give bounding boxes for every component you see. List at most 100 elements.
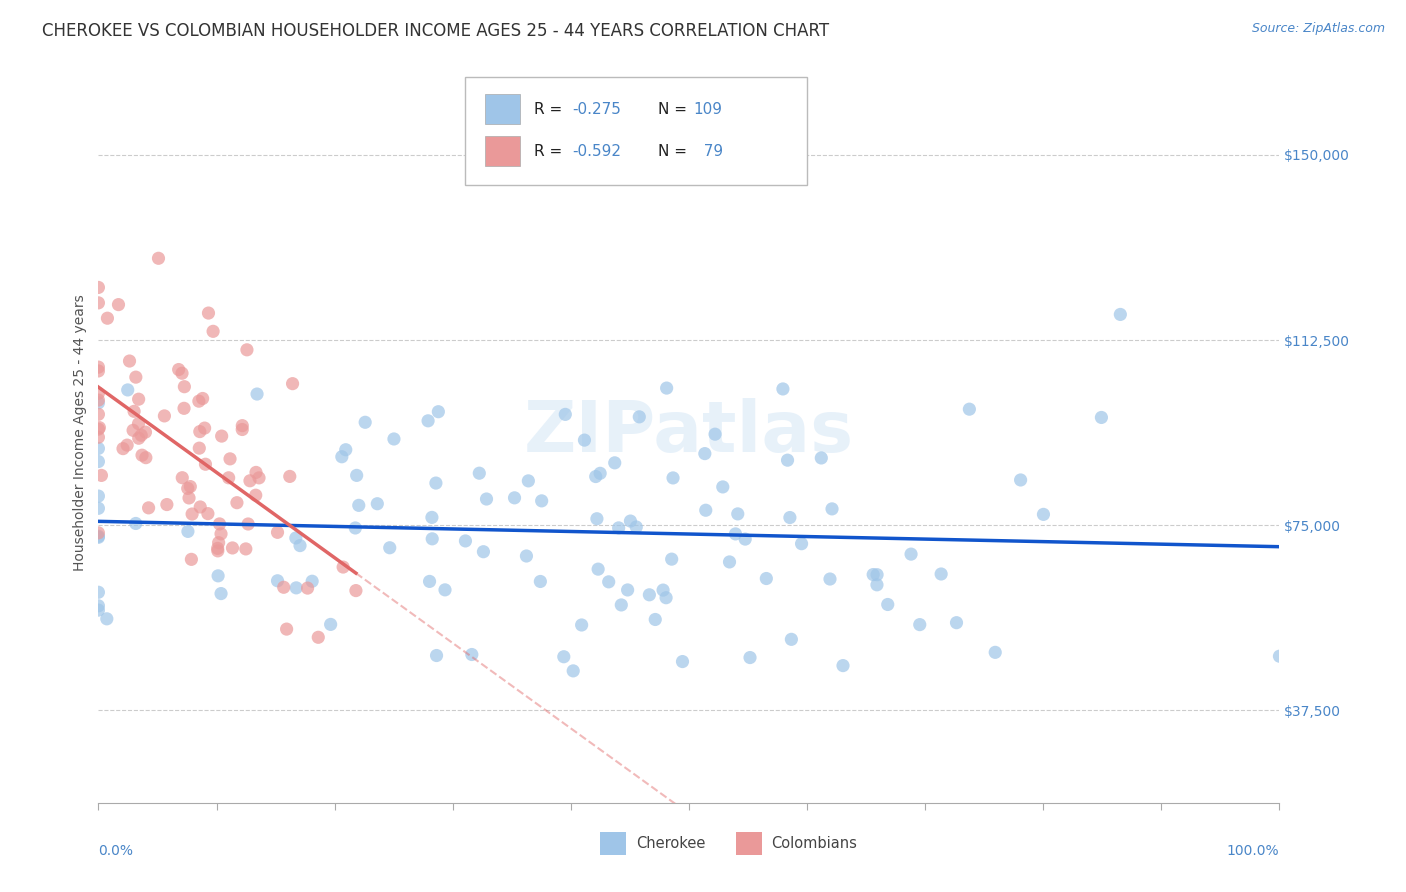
Point [468, 466, 491, 480]
Point [598, 574, 620, 589]
Point [908, 617, 931, 632]
Point [517, 474, 540, 488]
Point [207, 541, 229, 556]
FancyBboxPatch shape [485, 95, 520, 124]
Point [153, 409, 176, 423]
Point [307, 630, 329, 644]
Point [231, 418, 253, 433]
Point [236, 516, 259, 531]
Point [167, 362, 190, 376]
Point [284, 531, 307, 545]
Point [197, 507, 219, 521]
Point [420, 510, 443, 524]
Point [134, 425, 156, 439]
Y-axis label: Householder Income Ages 25 - 44 years: Householder Income Ages 25 - 44 years [73, 294, 87, 571]
Point [586, 562, 609, 576]
Point [87, 454, 110, 468]
Point [900, 547, 922, 561]
Point [128, 431, 150, 445]
Text: 0.0%: 0.0% [98, 844, 134, 857]
Point [945, 615, 967, 630]
Point [236, 343, 259, 357]
Point [89, 420, 111, 434]
Point [115, 438, 138, 452]
Point [366, 497, 388, 511]
Point [929, 566, 952, 581]
Point [780, 632, 803, 647]
FancyBboxPatch shape [737, 832, 762, 855]
Point [87, 393, 110, 408]
Point [585, 469, 607, 483]
Point [378, 541, 401, 555]
Point [876, 598, 898, 612]
Point [87, 407, 110, 421]
Point [420, 532, 443, 546]
Text: Cherokee: Cherokee [636, 836, 706, 851]
Point [671, 655, 693, 669]
Point [207, 569, 229, 583]
Point [87, 442, 110, 456]
Point [574, 433, 596, 447]
Point [87, 422, 110, 436]
Point [96, 612, 118, 626]
Point [87, 530, 110, 544]
Point [117, 383, 139, 397]
Text: 109: 109 [693, 102, 723, 117]
Point [755, 572, 778, 586]
Point [180, 552, 202, 566]
Text: R =: R = [534, 102, 568, 117]
Point [984, 645, 1007, 659]
Point [278, 469, 301, 483]
Point [515, 549, 537, 563]
Point [416, 414, 439, 428]
Point [87, 360, 110, 375]
Point [188, 441, 211, 455]
FancyBboxPatch shape [600, 832, 626, 855]
Point [235, 541, 257, 556]
Point [530, 494, 553, 508]
Point [335, 442, 357, 457]
Point [194, 421, 217, 435]
Point [148, 252, 170, 266]
Point [273, 580, 295, 594]
Text: ZIPatlas: ZIPatlas [524, 398, 853, 467]
Point [194, 457, 217, 471]
Point [87, 585, 110, 599]
Point [87, 364, 110, 378]
Point [776, 453, 799, 467]
Point [344, 583, 367, 598]
Point [607, 521, 630, 535]
Point [172, 471, 194, 485]
Text: CHEROKEE VS COLOMBIAN HOUSEHOLDER INCOME AGES 25 - 44 YEARS CORRELATION CHART: CHEROKEE VS COLOMBIAN HOUSEHOLDER INCOME… [42, 22, 830, 40]
Point [354, 415, 377, 429]
Point [301, 574, 323, 589]
Point [652, 583, 675, 598]
Point [87, 599, 110, 613]
Point [135, 450, 157, 465]
Point [122, 404, 145, 418]
Point [128, 417, 150, 431]
Point [866, 578, 889, 592]
Point [571, 618, 593, 632]
Point [661, 552, 683, 566]
Point [589, 467, 612, 481]
Point [810, 450, 832, 465]
Point [553, 649, 575, 664]
Point [454, 533, 477, 548]
Point [472, 545, 495, 559]
Point [1010, 473, 1032, 487]
Point [344, 521, 367, 535]
Point [281, 376, 304, 391]
Point [211, 429, 233, 443]
Point [188, 425, 211, 439]
Point [693, 447, 716, 461]
Text: Source: ZipAtlas.com: Source: ZipAtlas.com [1251, 22, 1385, 36]
Point [718, 555, 741, 569]
Point [738, 650, 761, 665]
Point [616, 582, 638, 597]
Point [503, 491, 526, 505]
Point [173, 401, 195, 416]
Point [610, 598, 633, 612]
Point [245, 466, 267, 480]
Point [219, 451, 242, 466]
